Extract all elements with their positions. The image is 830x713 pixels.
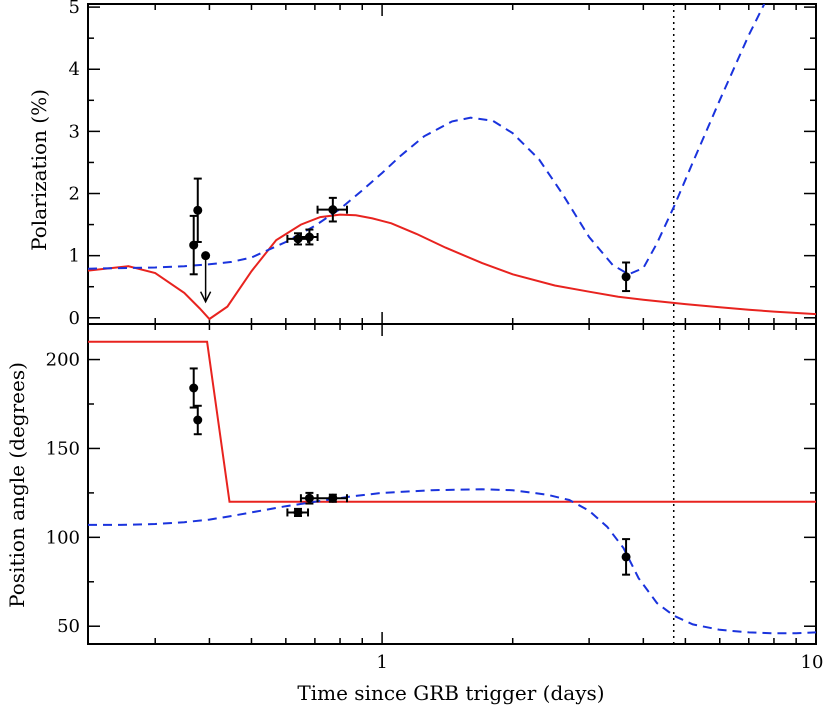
top-y-axis-title: Polarization (%)	[27, 89, 51, 251]
bottom-data-point	[328, 493, 338, 503]
top-y-tick-label: 5	[69, 0, 80, 18]
top-solid-model-line	[88, 213, 816, 321]
bottom-dashed-model-line	[88, 488, 816, 635]
top-data-point	[328, 205, 338, 215]
top-y-tick-label: 1	[69, 246, 80, 267]
top-y-tick-label: 4	[69, 59, 80, 80]
top-plot-frame	[87, 3, 817, 325]
top-data-point	[201, 251, 211, 261]
x-axis-title: Time since GRB trigger (days)	[297, 681, 604, 705]
bottom-solid-model-line	[88, 340, 816, 503]
top-data-point	[621, 272, 631, 282]
bottom-y-axis-title: Position angle (degrees)	[5, 362, 29, 608]
bottom-y-tick-label: 150	[46, 438, 80, 459]
bottom-y-tick-label: 100	[46, 527, 80, 548]
top-data-point	[304, 232, 314, 242]
bottom-y-tick-label: 50	[57, 616, 80, 637]
bottom-data-point	[621, 552, 631, 562]
bottom-data-point	[293, 507, 303, 517]
x-tick-label: 1	[376, 652, 387, 673]
top-y-tick-label: 3	[69, 121, 80, 142]
top-y-tick-label: 0	[69, 308, 80, 329]
bottom-data-point	[189, 383, 199, 393]
bottom-data-point	[304, 493, 314, 503]
bottom-plot-frame	[87, 323, 817, 645]
top-y-tick-label: 2	[69, 184, 80, 205]
top-dashed-model-line	[88, 4, 766, 276]
bottom-data-point	[193, 415, 203, 425]
x-tick-label: 10	[801, 652, 824, 673]
position-angle-panel: 50 100 150 200 1 10	[46, 323, 824, 673]
top-data-point	[193, 205, 203, 215]
bottom-y-tick-label: 200	[46, 350, 80, 371]
polarization-panel: 0 1 2 3 4 5	[69, 0, 817, 329]
top-upper-limit-arrowhead	[199, 291, 212, 304]
